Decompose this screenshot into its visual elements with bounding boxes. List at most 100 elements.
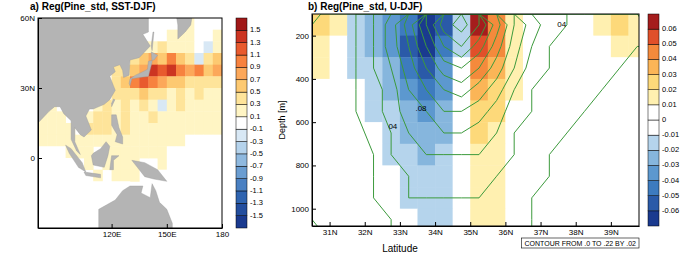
cell <box>470 209 488 226</box>
cell <box>56 146 66 158</box>
x-axis-line <box>39 228 223 229</box>
tick: 150E <box>158 224 177 239</box>
cell <box>139 111 149 123</box>
cell <box>185 100 195 112</box>
cell <box>102 111 112 123</box>
cell <box>330 57 348 79</box>
contour-line <box>453 14 468 32</box>
cell <box>158 111 168 123</box>
cell <box>38 181 48 193</box>
cell <box>347 122 365 144</box>
cell <box>194 65 204 77</box>
cell <box>47 193 57 205</box>
colorbar-label: 0.04 <box>662 54 677 63</box>
tick-mark <box>167 224 168 228</box>
cell <box>347 165 365 187</box>
cell <box>139 76 149 88</box>
tick: 180 <box>216 224 230 239</box>
cell <box>47 170 57 182</box>
cell <box>158 53 168 65</box>
contour-line <box>419 14 500 83</box>
cell <box>213 65 222 77</box>
colorbar-label: -1.5 <box>250 211 263 220</box>
cell <box>158 76 168 88</box>
colorbar-label: -0.5 <box>250 149 263 158</box>
cell <box>558 79 576 101</box>
cell <box>628 144 639 166</box>
land <box>112 115 123 144</box>
cell <box>488 79 506 101</box>
cell <box>213 30 222 42</box>
cell <box>185 123 195 135</box>
cell <box>47 158 57 170</box>
cell <box>628 209 639 226</box>
cell <box>185 65 195 77</box>
contour-line <box>374 14 567 198</box>
cell <box>576 187 594 209</box>
tick-label: 36N <box>499 228 514 237</box>
cell <box>158 30 168 42</box>
cell <box>176 135 186 147</box>
colorbar-box <box>648 150 659 165</box>
cell <box>194 100 204 112</box>
cell <box>330 165 348 187</box>
plot-background <box>312 14 639 226</box>
colorbar-box <box>236 117 247 129</box>
cell <box>558 165 576 187</box>
cell <box>593 101 611 123</box>
cell <box>38 123 48 135</box>
cell <box>330 209 348 226</box>
title: a) Reg(Pine_std, SST-DJF) <box>30 1 156 12</box>
cell <box>204 135 214 147</box>
cell <box>576 122 594 144</box>
plot-frame <box>312 14 639 226</box>
cell <box>167 88 177 100</box>
cell <box>84 216 94 228</box>
cell <box>176 88 186 100</box>
cell <box>576 209 594 226</box>
colorbar-label: 0.1 <box>250 112 260 121</box>
cell <box>176 76 186 88</box>
colorbar-label: 0.02 <box>662 85 677 94</box>
cell <box>185 193 195 205</box>
cell <box>102 123 112 135</box>
cell <box>93 181 103 193</box>
colorbar-box <box>236 30 247 42</box>
cell <box>558 57 576 79</box>
cell <box>148 41 158 53</box>
x-axis: 31N32N33N34N35N36N37N38N39N <box>313 222 640 237</box>
x-axis-title: Latitude <box>382 243 418 254</box>
cell <box>185 216 195 228</box>
cell <box>611 14 629 36</box>
tick: 36N <box>499 222 514 237</box>
cell <box>593 187 611 209</box>
cell <box>93 135 103 147</box>
tick-mark <box>435 222 436 226</box>
cell <box>194 205 204 217</box>
tick-label: 33N <box>393 228 408 237</box>
cell <box>75 216 85 228</box>
cell <box>56 181 66 193</box>
cell <box>213 135 222 147</box>
tick-label: 1000 <box>291 205 309 214</box>
cell <box>167 170 177 182</box>
cell <box>130 135 140 147</box>
cell <box>139 146 149 158</box>
tick-label: 39N <box>604 228 619 237</box>
cell <box>470 165 488 187</box>
cell <box>47 111 57 123</box>
colorbar-box <box>236 191 247 203</box>
cell <box>167 158 177 170</box>
colorbar-box <box>236 92 247 104</box>
cell <box>194 135 204 147</box>
cell <box>93 111 103 123</box>
cell <box>176 53 186 65</box>
cell <box>523 122 541 144</box>
cell <box>158 65 168 77</box>
cell <box>47 146 57 158</box>
cell <box>84 193 94 205</box>
cell <box>38 135 48 147</box>
cell <box>158 123 168 135</box>
cell <box>158 88 168 100</box>
contour-line <box>426 14 493 68</box>
